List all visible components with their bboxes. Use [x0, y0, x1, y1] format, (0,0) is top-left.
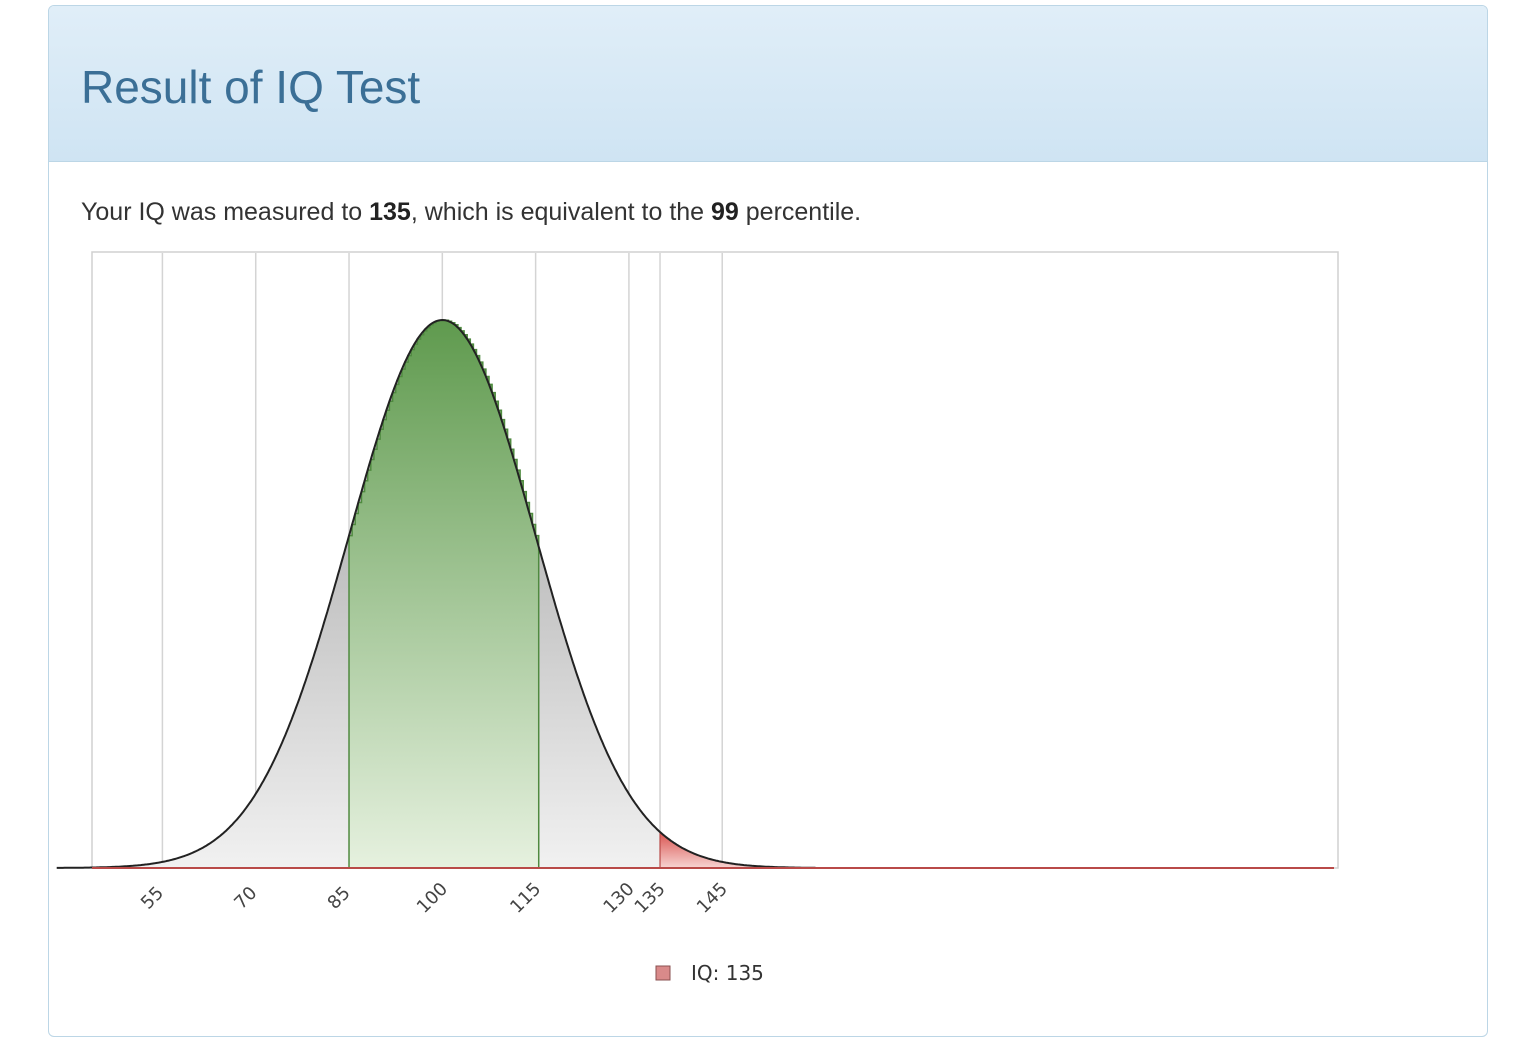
result-prefix: Your IQ was measured to — [81, 198, 370, 226]
result-percentile-value: 99 — [711, 198, 739, 226]
result-iq-value: 135 — [369, 198, 411, 226]
x-tick-label-135: 135 — [631, 879, 670, 918]
result-suffix: percentile. — [738, 198, 862, 226]
legend-swatch — [655, 965, 671, 981]
chart-legend: IQ: 135 — [655, 961, 764, 985]
x-tick-label-85: 85 — [324, 883, 355, 914]
x-tick-label-115: 115 — [506, 879, 545, 918]
x-tick-label-70: 70 — [230, 883, 261, 914]
result-sentence: Your IQ was measured to 135, which is eq… — [81, 198, 861, 227]
panel-header: Result of IQ Test — [49, 6, 1487, 162]
legend-label: IQ: 135 — [691, 961, 764, 985]
page-title: Result of IQ Test — [81, 61, 421, 113]
distribution-curve — [56, 318, 816, 869]
x-tick-label-145: 145 — [693, 879, 732, 918]
x-tick-label-100: 100 — [413, 879, 452, 918]
result-middle: , which is equivalent to the — [410, 198, 712, 226]
distribution-areas — [56, 318, 1334, 869]
x-tick-label-55: 55 — [137, 883, 168, 914]
x-tick-label-130: 130 — [599, 879, 638, 918]
